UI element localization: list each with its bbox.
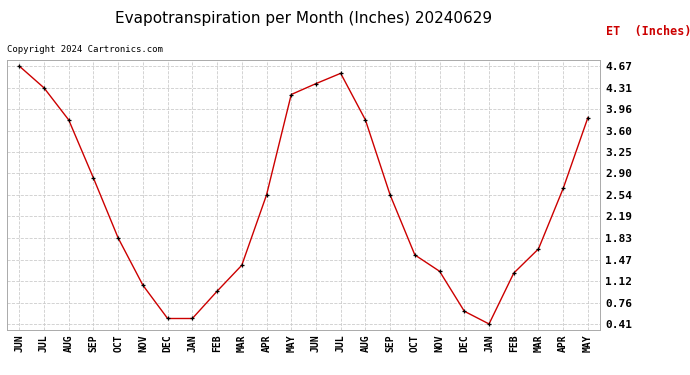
Point	[509, 270, 520, 276]
Text: Evapotranspiration per Month (Inches) 20240629: Evapotranspiration per Month (Inches) 20…	[115, 11, 492, 26]
Point	[384, 192, 395, 198]
Point	[39, 85, 50, 91]
Point	[236, 262, 247, 268]
Point	[558, 185, 569, 191]
Point	[112, 235, 124, 241]
Text: ET  (Inches): ET (Inches)	[607, 26, 690, 38]
Point	[484, 321, 495, 327]
Point	[88, 175, 99, 181]
Text: Copyright 2024 Cartronics.com: Copyright 2024 Cartronics.com	[7, 45, 163, 54]
Point	[360, 117, 371, 123]
Point	[335, 70, 346, 76]
Point	[533, 246, 544, 252]
Point	[409, 252, 420, 258]
Point	[582, 114, 593, 120]
Point	[261, 192, 272, 198]
Point	[286, 92, 297, 98]
Point	[310, 81, 322, 87]
Point	[137, 282, 148, 288]
Point	[212, 288, 223, 294]
Point	[14, 63, 25, 69]
Point	[162, 315, 173, 321]
Point	[63, 117, 75, 123]
Point	[187, 315, 198, 321]
Point	[434, 268, 445, 274]
Point	[459, 308, 470, 314]
